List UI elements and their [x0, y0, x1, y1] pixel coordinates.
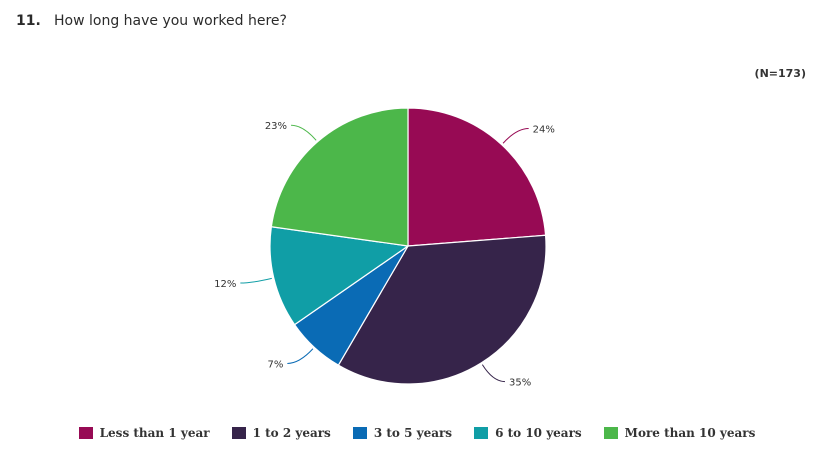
legend-label: Less than 1 year	[99, 426, 210, 440]
legend-item-less-than-1-year: Less than 1 year	[78, 426, 210, 440]
pie-slice-1-to-2-years	[337, 234, 547, 385]
slice-label-more-than-10-years: 23%	[265, 121, 287, 132]
legend: Less than 1 year 1 to 2 years 3 to 5 yea…	[0, 426, 834, 440]
pie-slice-less-than-1-year	[407, 107, 547, 247]
slice-labels: 24% 35% 7% 12% 23%	[214, 121, 555, 388]
leader-line-1-to-2-years	[481, 364, 505, 383]
legend-label: 1 to 2 years	[252, 426, 331, 440]
slice-label-6-to-10-years: 12%	[214, 279, 236, 290]
legend-label: More than 10 years	[624, 426, 756, 440]
slice-label-1-to-2-years: 35%	[509, 378, 531, 389]
pie-slice-more-than-10-years	[270, 107, 409, 247]
pie-chart: 24% 35% 7% 12% 23%	[214, 107, 555, 389]
pie-slice-6-to-10-years	[269, 226, 410, 326]
question-number: 11.	[16, 13, 41, 29]
leader-line-3-to-5-years	[287, 348, 314, 364]
leader-line-6-to-10-years	[240, 277, 272, 284]
legend-item-more-than-10-years: More than 10 years	[603, 426, 756, 440]
legend-item-3-to-5-years: 3 to 5 years	[352, 426, 453, 440]
sample-size: (N=173)	[754, 67, 806, 80]
leader-line-more-than-10-years	[291, 124, 317, 141]
legend-item-1-to-2-years: 1 to 2 years	[231, 426, 331, 440]
legend-item-6-to-10-years: 6 to 10 years	[474, 426, 582, 440]
slice-label-less-than-1-year: 24%	[533, 125, 555, 136]
leader-line-less-than-1-year	[502, 128, 529, 144]
legend-label: 3 to 5 years	[373, 426, 453, 440]
legend-swatch	[474, 427, 489, 439]
question-text: How long have you worked here?	[54, 13, 287, 29]
legend-label: 6 to 10 years	[495, 426, 582, 440]
slice-label-3-to-5-years: 7%	[267, 359, 283, 370]
legend-swatch	[78, 427, 93, 439]
legend-swatch	[231, 427, 246, 439]
pie-slices	[269, 107, 547, 385]
legend-swatch	[352, 427, 367, 439]
leader-lines	[240, 124, 529, 383]
question-header: 11. How long have you worked here?	[16, 13, 287, 29]
legend-swatch	[603, 427, 618, 439]
